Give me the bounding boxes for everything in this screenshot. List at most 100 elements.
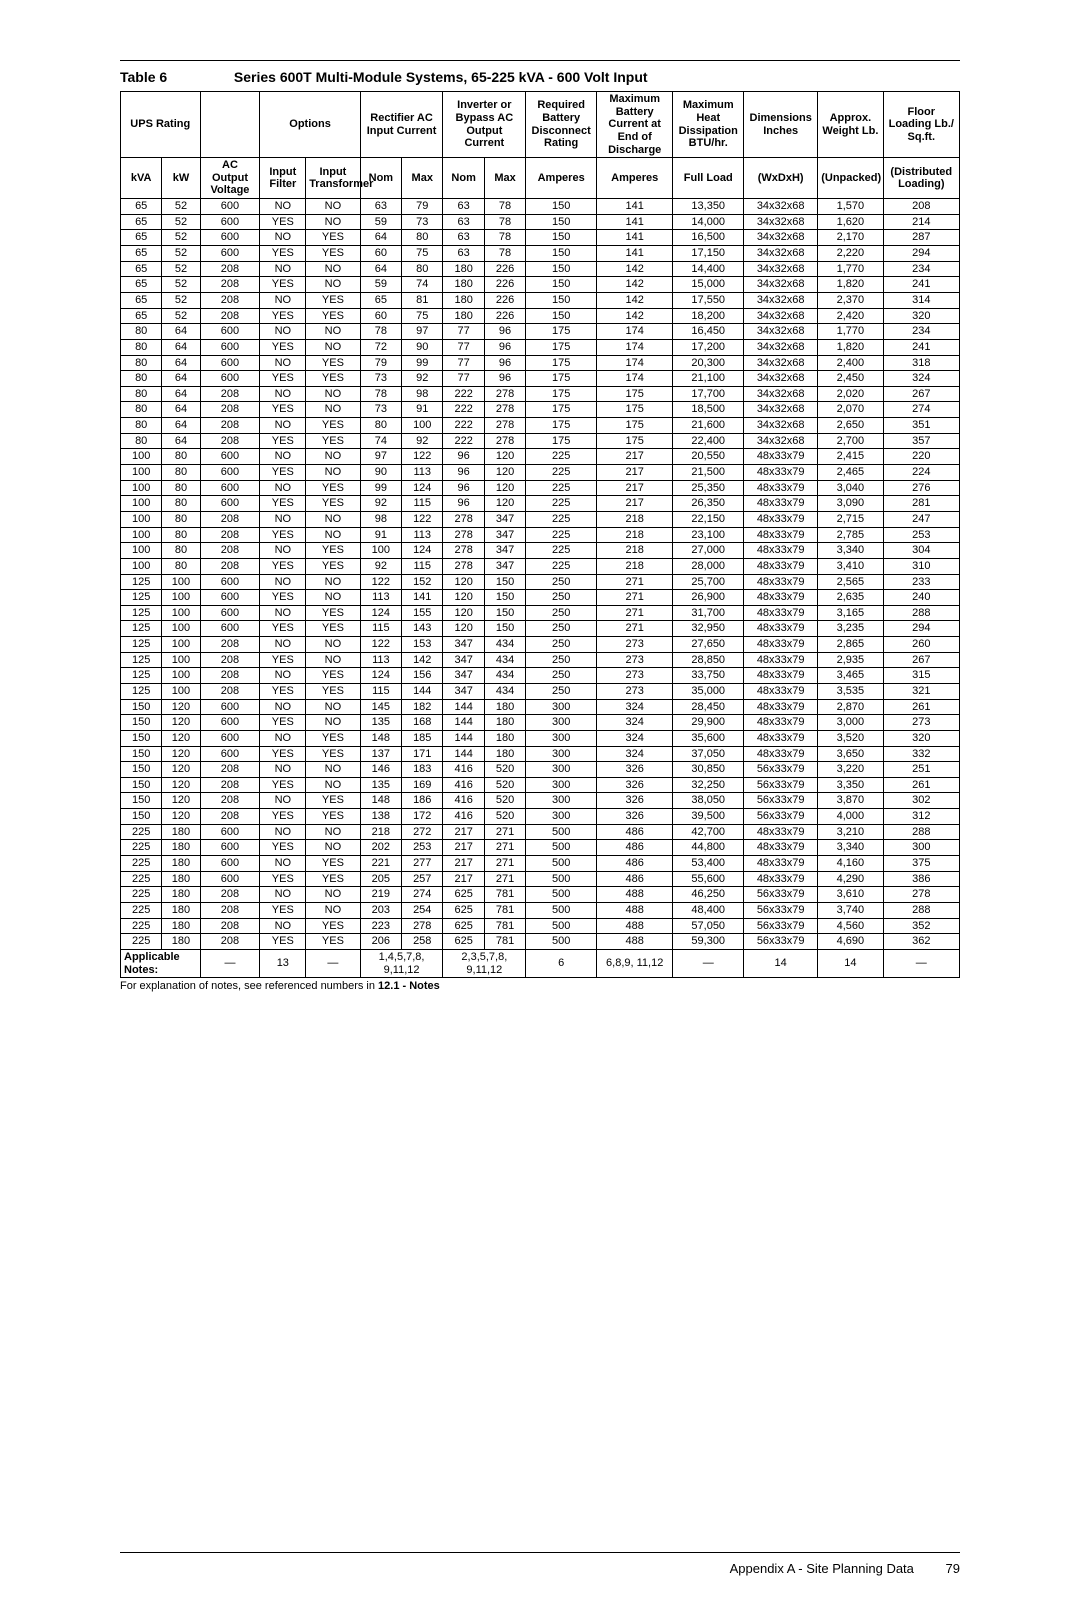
cell: YES <box>306 371 360 387</box>
cell: 214 <box>883 214 959 230</box>
cell: 3,870 <box>818 793 883 809</box>
cell: 180 <box>443 292 484 308</box>
cell: 4,160 <box>818 856 883 872</box>
cell: 64 <box>162 402 200 418</box>
cell: 34x32x68 <box>744 418 818 434</box>
cell: 34x32x68 <box>744 355 818 371</box>
cell: 122 <box>402 449 443 465</box>
page-footer: Appendix A - Site Planning Data 79 <box>120 1552 960 1576</box>
cell: 250 <box>526 683 597 699</box>
cell: 208 <box>200 418 260 434</box>
cell: 78 <box>484 246 525 262</box>
cell: 3,000 <box>818 715 883 731</box>
cell: 500 <box>526 902 597 918</box>
cell: 3,350 <box>818 777 883 793</box>
cell: 294 <box>883 621 959 637</box>
cell: 100 <box>162 590 200 606</box>
cell: 16,500 <box>673 230 744 246</box>
table-row: 6552600YESYES6075637815014117,15034x32x6… <box>121 246 960 262</box>
cell: 38,050 <box>673 793 744 809</box>
cell: 52 <box>162 246 200 262</box>
cell: YES <box>260 558 306 574</box>
cell: 100 <box>121 558 162 574</box>
cell: 434 <box>484 668 525 684</box>
cell: 203 <box>360 902 401 918</box>
cell: NO <box>306 824 360 840</box>
cell: YES <box>260 277 306 293</box>
cell: 92 <box>402 371 443 387</box>
table-row: 10080208NOYES10012427834722521827,00048x… <box>121 543 960 559</box>
cell: 208 <box>200 777 260 793</box>
cell: 63 <box>443 230 484 246</box>
cell: 347 <box>443 637 484 653</box>
cell: NO <box>260 449 306 465</box>
cell: 208 <box>200 558 260 574</box>
cell: NO <box>260 856 306 872</box>
cell: 310 <box>883 558 959 574</box>
cell: 274 <box>402 887 443 903</box>
table-row: 8064208YESNO739122227817517518,50034x32x… <box>121 402 960 418</box>
cell: 208 <box>200 683 260 699</box>
table-row: 6552600NONO6379637815014113,35034x32x681… <box>121 199 960 215</box>
cell: 92 <box>360 496 401 512</box>
cell: 312 <box>883 809 959 825</box>
cell: 287 <box>883 230 959 246</box>
cell: 150 <box>484 621 525 637</box>
cell: 33,750 <box>673 668 744 684</box>
cell: 57,050 <box>673 918 744 934</box>
notes-c89: 2,3,5,7,8, 9,11,12 <box>443 949 526 977</box>
cell: 150 <box>484 605 525 621</box>
cell: YES <box>260 402 306 418</box>
table-row: 225180208NONO21927462578150048846,25056x… <box>121 887 960 903</box>
cell: 222 <box>443 418 484 434</box>
cell: 18,500 <box>673 402 744 418</box>
cell: NO <box>306 574 360 590</box>
cell: 32,950 <box>673 621 744 637</box>
notes-c5: — <box>306 949 360 977</box>
cell: 150 <box>526 246 597 262</box>
cell: 180 <box>162 871 200 887</box>
cell: NO <box>260 292 306 308</box>
cell: 75 <box>402 308 443 324</box>
cell: 120 <box>443 621 484 637</box>
table-row: 8064208YESYES749222227817517522,40034x32… <box>121 433 960 449</box>
cell: YES <box>260 214 306 230</box>
cell: 600 <box>200 856 260 872</box>
notes-c10: 6 <box>526 949 597 977</box>
cell: 225 <box>121 840 162 856</box>
cell: 171 <box>402 746 443 762</box>
cell: 56x33x79 <box>744 809 818 825</box>
cell: 150 <box>526 230 597 246</box>
cell: 208 <box>200 934 260 950</box>
cell: 52 <box>162 292 200 308</box>
cell: 73 <box>360 371 401 387</box>
table-row: 10080208YESYES9211527834722521828,00048x… <box>121 558 960 574</box>
cell: 150 <box>526 199 597 215</box>
cell: 125 <box>121 574 162 590</box>
cell: 488 <box>597 918 673 934</box>
cell: 225 <box>526 465 597 481</box>
cell: 80 <box>162 449 200 465</box>
cell: NO <box>260 762 306 778</box>
cell: 315 <box>883 668 959 684</box>
cell: 48x33x79 <box>744 840 818 856</box>
table-row: 10080208NONO9812227834722521822,15048x33… <box>121 511 960 527</box>
cell: 261 <box>883 699 959 715</box>
cell: YES <box>306 418 360 434</box>
cell: 125 <box>121 668 162 684</box>
cell: 64 <box>360 261 401 277</box>
cell: 253 <box>402 840 443 856</box>
cell: 65 <box>121 214 162 230</box>
cell: 208 <box>200 308 260 324</box>
cell: 625 <box>443 887 484 903</box>
cell: 175 <box>597 433 673 449</box>
cell: 63 <box>443 246 484 262</box>
cell: 180 <box>443 308 484 324</box>
cell: 288 <box>883 902 959 918</box>
cell: 25,350 <box>673 480 744 496</box>
cell: 225 <box>526 527 597 543</box>
cell: 500 <box>526 840 597 856</box>
cell: 122 <box>360 637 401 653</box>
cell: 205 <box>360 871 401 887</box>
cell: 80 <box>402 230 443 246</box>
